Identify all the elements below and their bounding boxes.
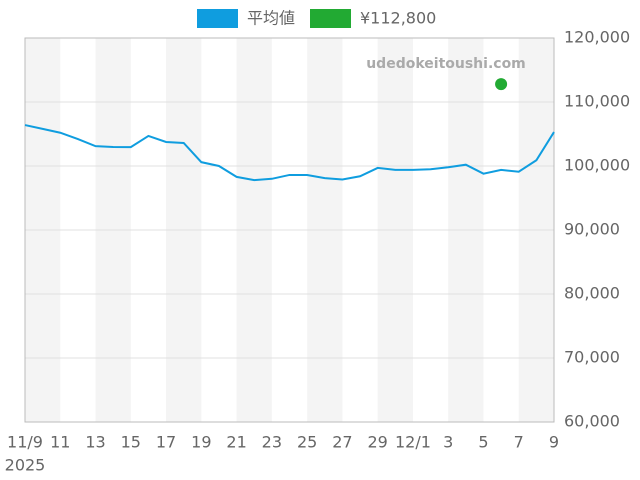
x-tick-label: 12/1 xyxy=(395,433,431,452)
x-tick-label: 25 xyxy=(297,433,317,452)
legend-label: ¥112,800 xyxy=(360,9,436,28)
y-tick-label: 80,000 xyxy=(564,284,620,303)
x-tick-label: 21 xyxy=(226,433,246,452)
point xyxy=(495,78,508,91)
y-tick-label: 70,000 xyxy=(564,348,620,367)
legend-swatch xyxy=(310,9,351,28)
x-tick-label: 29 xyxy=(367,433,387,452)
y-tick-label: 110,000 xyxy=(564,92,630,111)
plot-border xyxy=(24,37,555,423)
x-tick-label: 19 xyxy=(191,433,211,452)
y-tick-label: 100,000 xyxy=(564,156,630,175)
x-tick-label: 27 xyxy=(332,433,352,452)
watermark: udedokeitoushi.com xyxy=(366,56,526,72)
x-tick-label: 3 xyxy=(443,433,453,452)
x-tick-label: 13 xyxy=(85,433,105,452)
x-tick-label: 15 xyxy=(121,433,141,452)
x-tick-label: 23 xyxy=(262,433,282,452)
y-tick-label: 120,000 xyxy=(564,28,630,47)
x-tick-label: 9 xyxy=(549,433,559,452)
line xyxy=(24,124,555,182)
legend-swatch xyxy=(197,9,238,28)
x-tick-label: 5 xyxy=(478,433,488,452)
y-tick-label: 60,000 xyxy=(564,412,620,431)
x-tick-label: 17 xyxy=(156,433,176,452)
x-tick-label: 7 xyxy=(514,433,524,452)
legend-label: 平均値 xyxy=(247,9,295,28)
x-tick-label: 11/9 xyxy=(7,433,43,452)
y-tick-label: 90,000 xyxy=(564,220,620,239)
x-tick-label: 11 xyxy=(50,433,70,452)
x-sublabel: 2025 xyxy=(5,456,46,475)
